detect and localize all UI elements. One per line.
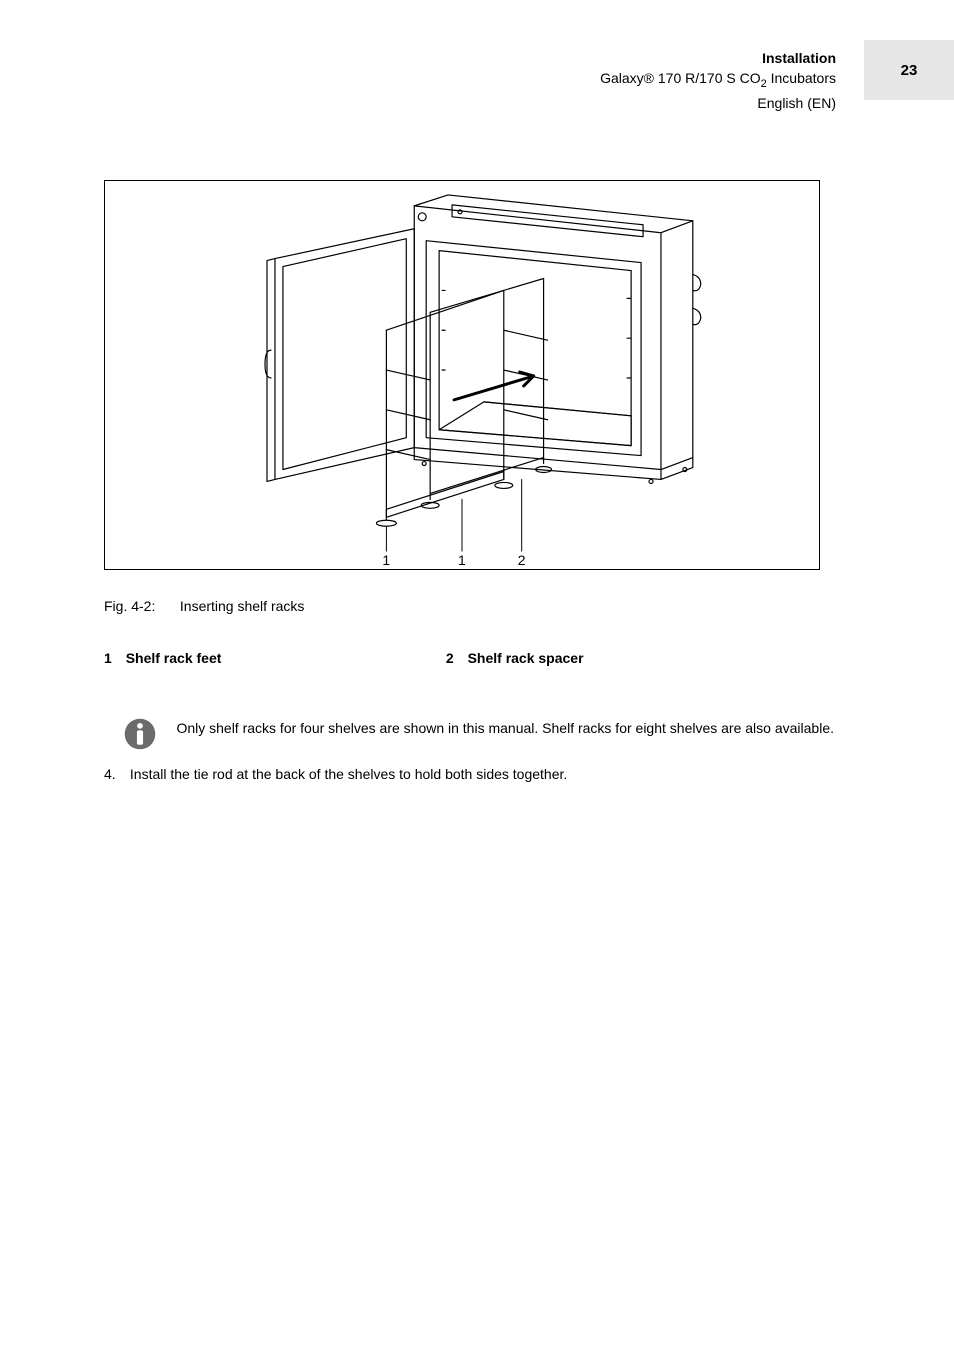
step-4: 4. Install the tie rod at the back of th…: [104, 766, 567, 782]
step-4-text: Install the tie rod at the back of the s…: [130, 766, 567, 782]
legend-item-2: 2 Shelf rack spacer: [446, 650, 584, 666]
header-language: English (EN): [600, 93, 836, 113]
header-product-prefix: Galaxy® 170 R/170 S CO: [600, 70, 761, 86]
figure-box: 1 1 2: [104, 180, 820, 570]
page-number-tab: 23: [864, 40, 954, 100]
page-header: Installation Galaxy® 170 R/170 S CO2 Inc…: [600, 48, 836, 113]
legend-item-2-num: 2: [446, 650, 454, 666]
figure-illustration: 1 1 2: [105, 181, 819, 569]
info-note-text: Only shelf racks for four shelves are sh…: [176, 718, 876, 739]
legend-item-1-num: 1: [104, 650, 112, 666]
figure-caption-text: Inserting shelf racks: [180, 598, 305, 614]
legend-item-2-text: Shelf rack spacer: [468, 650, 584, 666]
header-product-line: Galaxy® 170 R/170 S CO2 Incubators: [600, 68, 836, 93]
legend-row: 1 Shelf rack feet 2 Shelf rack spacer: [104, 650, 820, 666]
header-product-suffix: Incubators: [767, 70, 836, 86]
header-section: Installation: [600, 48, 836, 68]
legend-item-1-text: Shelf rack feet: [126, 650, 222, 666]
info-icon: [122, 716, 162, 757]
info-note: Only shelf racks for four shelves are sh…: [104, 718, 894, 757]
figure-callout-b: 1: [458, 552, 466, 568]
figure-label: Fig. 4-2:: [104, 598, 176, 614]
page-root: 23 Installation Galaxy® 170 R/170 S CO2 …: [0, 0, 954, 1350]
figure-caption: Fig. 4-2: Inserting shelf racks: [104, 598, 304, 614]
legend-item-1: 1 Shelf rack feet: [104, 650, 442, 666]
figure-callout-a: 1: [382, 552, 390, 568]
page-number: 23: [901, 62, 918, 79]
step-4-num: 4.: [104, 766, 126, 782]
figure-callout-c: 2: [518, 552, 526, 568]
